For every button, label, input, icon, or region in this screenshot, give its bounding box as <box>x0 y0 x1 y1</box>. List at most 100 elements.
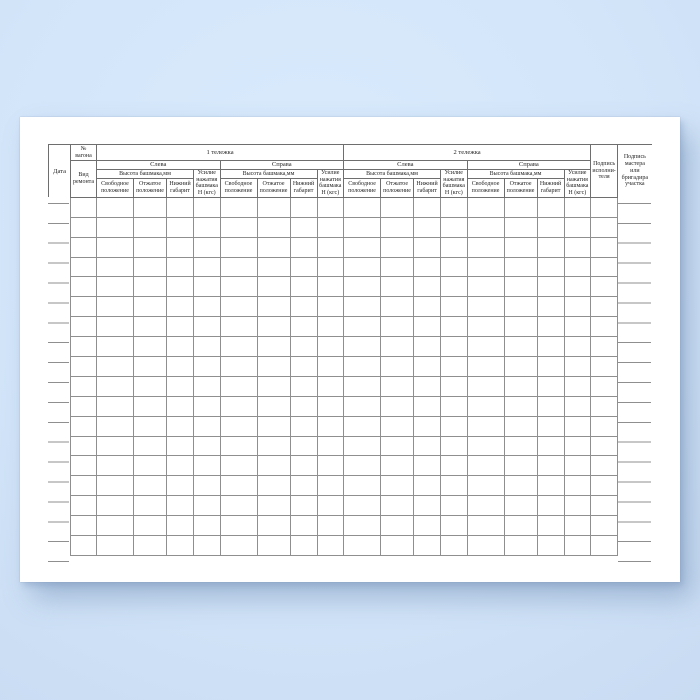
measurement-cell <box>256 256 291 278</box>
date-cell <box>49 476 71 496</box>
header-signature-executor: Подпись исполни- теля <box>590 144 619 198</box>
form-row <box>49 336 652 357</box>
measurement-cell <box>96 216 134 238</box>
measurement-cell <box>256 236 291 258</box>
measurement-cell <box>503 535 538 556</box>
measurement-cell <box>536 216 565 238</box>
measurement-cell <box>343 356 382 377</box>
master-signature-cell <box>618 456 652 476</box>
measurement-cell <box>166 475 194 497</box>
measurement-cell <box>193 236 221 258</box>
measurement-cell <box>413 375 442 397</box>
measurement-cell <box>133 535 167 556</box>
measurement-cell <box>289 415 318 437</box>
measurement-cell <box>289 256 318 278</box>
measurement-cell <box>466 475 505 497</box>
measurement-cell <box>133 395 167 417</box>
measurement-cell <box>466 495 505 517</box>
measurement-cell <box>219 435 258 457</box>
measurement-cell <box>343 196 382 218</box>
measurement-cell <box>219 216 258 238</box>
measurement-cell <box>193 435 221 457</box>
repair-type-cell <box>70 196 97 218</box>
measurement-cell <box>316 395 345 417</box>
executor-signature-cell <box>590 296 619 318</box>
measurement-cell <box>536 415 565 437</box>
measurement-cell <box>289 356 318 377</box>
repair-type-cell <box>70 336 97 357</box>
header-bogie-1: 1 тележка <box>95 144 345 161</box>
master-signature-cell <box>618 436 652 456</box>
header-free-position: Свободное положение <box>96 178 134 198</box>
measurement-cell <box>256 495 291 517</box>
measurement-cell <box>413 316 442 338</box>
repair-type-cell <box>70 535 97 556</box>
measurement-cell <box>466 395 505 417</box>
measurement-cell <box>289 455 318 477</box>
measurement-cell <box>536 515 565 537</box>
form-row <box>49 435 652 457</box>
measurement-cell <box>219 515 258 537</box>
measurement-cell <box>503 216 538 238</box>
measurement-cell <box>536 336 565 357</box>
measurement-cell <box>316 196 345 218</box>
measurement-cell <box>193 395 221 417</box>
measurement-cell <box>503 236 538 258</box>
date-cell <box>49 197 71 217</box>
measurement-cell <box>563 535 592 556</box>
executor-signature-cell <box>590 336 619 357</box>
measurement-cell <box>256 375 291 397</box>
header-bogie2-left: Слева <box>343 160 468 170</box>
measurement-cell <box>563 256 592 278</box>
measurement-cell <box>316 216 345 238</box>
header-row-1: Дата № вагона 1 тележка 2 тележка Подпис… <box>48 144 652 198</box>
measurement-cell <box>96 515 134 537</box>
header-bogie2-right: Справа <box>466 160 592 170</box>
measurement-cell <box>503 395 538 417</box>
repair-type-cell <box>70 435 97 457</box>
measurement-cell <box>316 356 345 377</box>
measurement-cell <box>503 256 538 278</box>
header-shoe-height-group: Высота башмака,мм <box>96 168 194 180</box>
executor-signature-cell <box>590 415 619 437</box>
executor-signature-cell <box>590 356 619 377</box>
form-row <box>49 475 652 497</box>
measurement-cell <box>466 515 505 537</box>
measurement-cell <box>316 435 345 457</box>
measurement-cell <box>413 495 442 517</box>
measurement-cell <box>440 495 468 517</box>
date-cell <box>49 456 71 476</box>
measurement-cell <box>536 276 565 298</box>
measurement-cell <box>96 296 134 318</box>
measurement-cell <box>316 495 345 517</box>
measurement-cell <box>466 256 505 278</box>
master-signature-cell <box>618 476 652 496</box>
measurement-cell <box>440 375 468 397</box>
measurement-cell <box>96 455 134 477</box>
master-signature-cell <box>618 357 652 377</box>
date-cell <box>49 376 71 396</box>
header-lower-gauge: Нижний габарит <box>536 178 565 198</box>
measurement-cell <box>193 276 221 298</box>
date-cell <box>49 396 71 416</box>
measurement-cell <box>380 535 415 556</box>
measurement-cell <box>343 336 382 357</box>
measurement-cell <box>289 535 318 556</box>
measurement-cell <box>380 415 415 437</box>
master-signature-cell <box>618 317 652 337</box>
header-lower-gauge: Нижний габарит <box>413 178 442 198</box>
measurement-cell <box>343 216 382 238</box>
measurement-cell <box>166 196 194 218</box>
measurement-cell <box>193 535 221 556</box>
master-signature-cell <box>618 297 652 317</box>
measurement-cell <box>193 495 221 517</box>
measurement-cell <box>536 495 565 517</box>
header-pressing-force: Усилие нажатия башмака Н (кгс) <box>440 169 468 198</box>
header-pressed-position: Отжатое положение <box>133 178 167 198</box>
measurement-cell <box>563 515 592 537</box>
measurement-cell <box>413 535 442 556</box>
measurement-cell <box>256 535 291 556</box>
measurement-cell <box>193 196 221 218</box>
header-pressed-position: Отжатое положение <box>503 178 538 198</box>
measurement-cell <box>343 316 382 338</box>
